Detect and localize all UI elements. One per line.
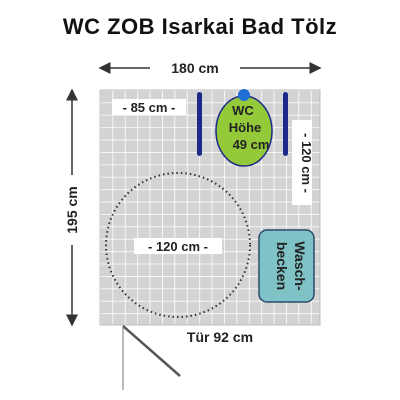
grab-bar-left: [197, 92, 202, 156]
wall-distance-label: - 85 cm -: [123, 100, 176, 115]
sink-label-line2: becken: [274, 242, 290, 290]
turning-circle: [105, 172, 251, 318]
title: WC ZOB Isarkai Bad Tölz: [62, 14, 338, 39]
sink-label-line1: Wasch-: [292, 241, 308, 291]
sink: [258, 229, 315, 303]
wc-height-label: Höhe: [229, 120, 262, 135]
wc-height-value: 49 cm: [233, 137, 270, 152]
door-label: Tür 92 cm: [187, 329, 253, 345]
door: [122, 325, 181, 390]
wc-label: WC: [232, 103, 254, 118]
width-label: 180 cm: [171, 60, 218, 76]
height-label: 195 cm: [64, 186, 80, 233]
wc-front-distance-label: - 120 cm -: [299, 133, 314, 193]
flush-button-icon: [238, 89, 250, 101]
turning-circle-label: - 120 cm -: [148, 239, 208, 254]
grab-bar-right: [283, 92, 288, 156]
